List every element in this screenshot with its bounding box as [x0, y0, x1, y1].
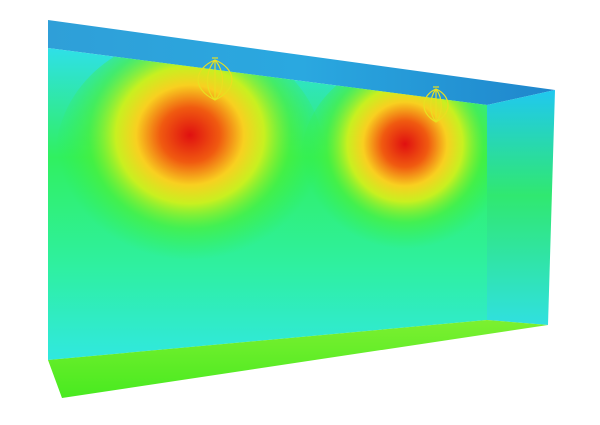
- heat-spot: [300, 60, 487, 270]
- right-wall: [487, 90, 555, 325]
- lamp: [423, 86, 449, 123]
- lamp: [197, 57, 233, 101]
- floor: [48, 320, 548, 398]
- ceiling: [48, 20, 555, 105]
- heat-spot: [55, 48, 325, 285]
